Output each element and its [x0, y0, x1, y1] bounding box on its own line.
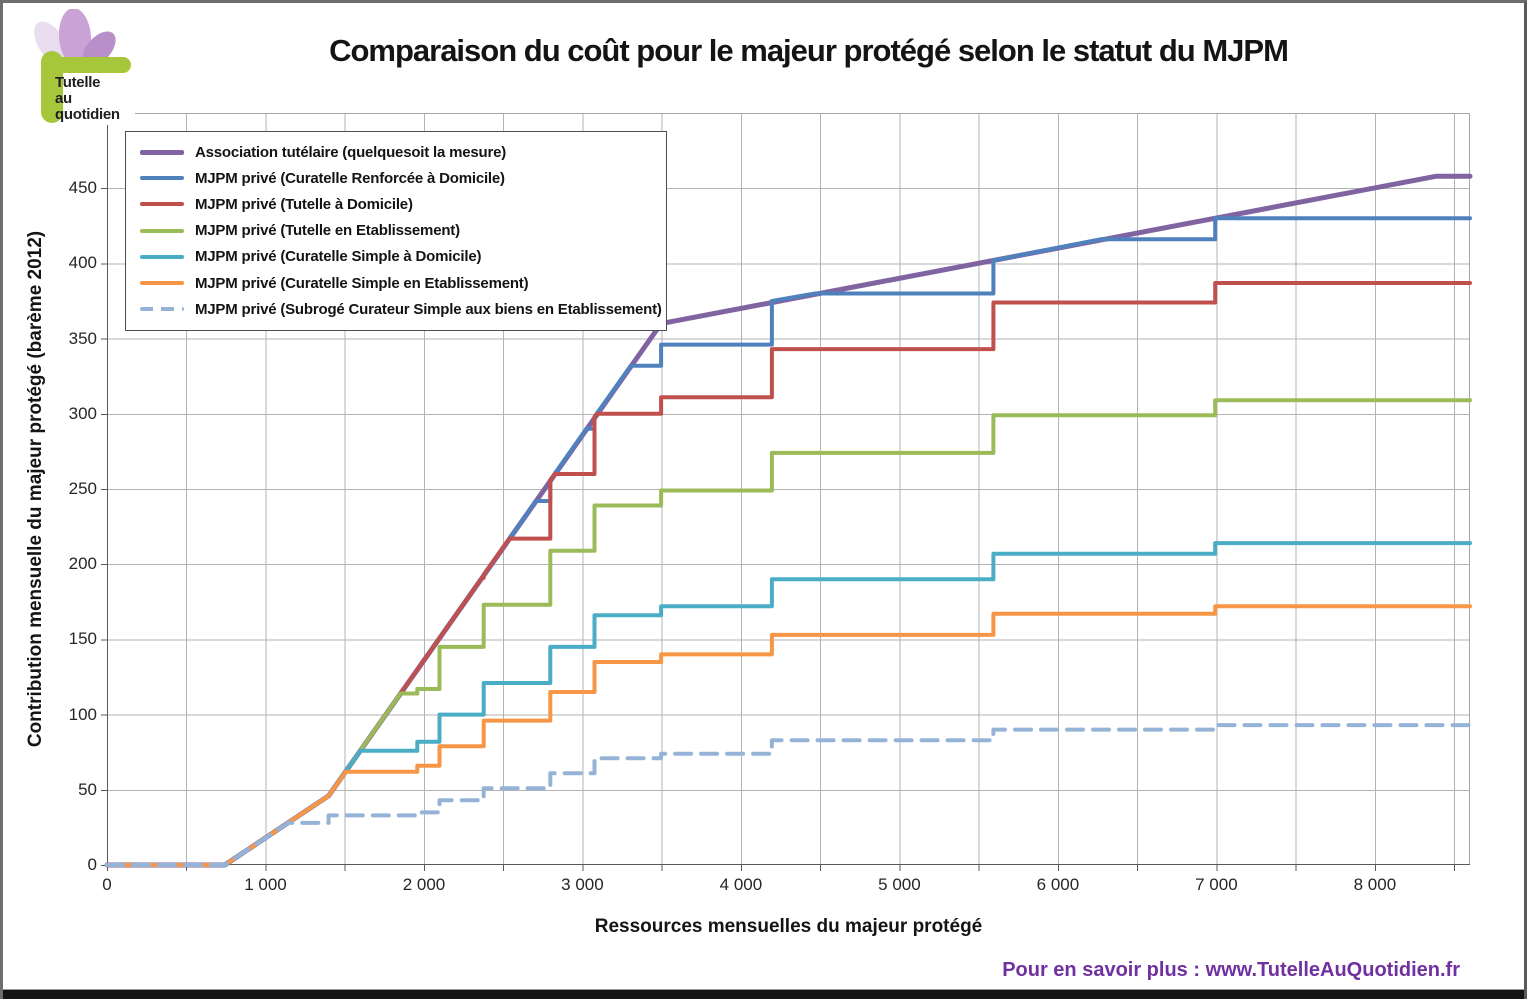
legend-label: MJPM privé (Curatelle Simple à Domicile) [195, 248, 482, 266]
y-tick-label: 450 [68, 178, 97, 198]
logo-line-2: au [55, 90, 72, 107]
legend-line-swatch [140, 228, 184, 233]
x-axis-title: Ressources mensuelles du majeur protégé [594, 916, 983, 937]
x-tick-label: 0 [102, 875, 112, 894]
logo-text: Tutelle au quotidien [55, 75, 120, 123]
logo-stem-horizontal [41, 57, 131, 73]
legend-item: MJPM privé (Subrogé Curateur Simple aux … [126, 296, 666, 322]
logo-graphic [34, 8, 131, 123]
x-tick-label: 8 000 [1353, 875, 1397, 894]
legend-line-swatch [140, 281, 184, 286]
legend-label: Association tutélaire (quelquesoit la me… [195, 143, 507, 161]
y-tick-label: 200 [68, 554, 97, 574]
logo-line-1: Tutelle [55, 74, 101, 91]
y-tick-label: 0 [87, 855, 97, 874]
legend-item: MJPM privé (Curatelle Renforcée à Domici… [126, 165, 666, 191]
x-tick-label: 1 000 [244, 875, 287, 894]
y-tick-label: 400 [68, 253, 97, 273]
legend-label: MJPM privé (Subrogé Curateur Simple aux … [195, 300, 662, 318]
legend-label: MJPM privé (Tutelle à Domicile) [195, 195, 413, 213]
logo-petal-center [58, 8, 92, 66]
series-line-4 [105, 398, 1472, 867]
y-tick-label: 300 [68, 403, 97, 423]
chart-title: Comparaison du coût pour le majeur proté… [329, 33, 1289, 68]
legend-item: MJPM privé (Curatelle Simple à Domicile) [126, 244, 666, 270]
x-tick-label: 6 000 [1036, 875, 1080, 894]
legend-label: MJPM privé (Curatelle Simple en Etabliss… [195, 274, 529, 292]
y-tick-label: 50 [78, 779, 97, 799]
legend-label: MJPM privé (Curatelle Renforcée à Domici… [195, 169, 505, 187]
x-tick-label: 7 000 [1195, 875, 1238, 894]
y-tick-label: 250 [68, 479, 97, 498]
logo-petal-left [34, 21, 68, 65]
y-tick-label: 150 [68, 629, 97, 649]
y-tick-label: 350 [68, 328, 97, 348]
x-tick-label: 3 000 [561, 875, 604, 894]
legend-item: MJPM privé (Tutelle à Domicile) [126, 191, 666, 217]
legend: Association tutélaire (quelquesoit la me… [125, 131, 667, 332]
legend-line-swatch [140, 307, 184, 312]
x-tick-label: 2 000 [402, 875, 446, 894]
legend-item: MJPM privé (Tutelle en Etablissement) [126, 218, 666, 244]
legend-item: Association tutélaire (quelquesoit la me… [126, 139, 666, 165]
series-line-6 [105, 604, 1472, 867]
series-line-7 [105, 723, 1472, 867]
series-line-2 [105, 216, 1472, 867]
series-line-3 [105, 281, 1472, 867]
legend-item: MJPM privé (Curatelle Simple en Etabliss… [126, 270, 666, 296]
legend-label: MJPM privé (Tutelle en Etablissement) [195, 222, 460, 240]
logo-line-3: quotidien [55, 106, 120, 123]
y-tick-label: 100 [68, 704, 97, 724]
x-tick-label: 4 000 [719, 875, 763, 894]
logo: Tutelle au quotidien [11, 8, 135, 125]
window-bottom-edge [3, 989, 1524, 999]
legend-line-swatch [140, 202, 184, 207]
series-line-5 [105, 541, 1472, 867]
x-tick-label: 5 000 [878, 875, 921, 894]
legend-line-swatch [140, 149, 184, 155]
legend-line-swatch [140, 176, 184, 181]
footer-link[interactable]: Pour en savoir plus : www.TutelleAuQuoti… [1002, 959, 1460, 981]
legend-line-swatch [140, 254, 184, 259]
